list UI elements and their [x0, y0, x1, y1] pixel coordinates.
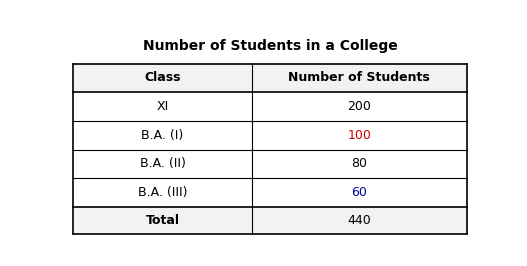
Text: Number of Students in a College: Number of Students in a College [143, 39, 397, 53]
Text: B.A. (III): B.A. (III) [138, 186, 187, 200]
Bar [73, 92, 467, 120]
Text: 100: 100 [347, 128, 371, 142]
Text: Total: Total [145, 214, 180, 227]
Text: 440: 440 [347, 214, 371, 227]
Bar [73, 64, 467, 92]
Bar [73, 207, 467, 234]
Bar [73, 120, 467, 149]
Bar [73, 149, 467, 178]
Text: 200: 200 [347, 100, 371, 113]
Text: XI: XI [157, 100, 169, 113]
Bar [73, 178, 467, 207]
Text: Number of Students: Number of Students [288, 71, 430, 84]
Text: B.A. (II): B.A. (II) [140, 157, 186, 171]
Text: 80: 80 [352, 157, 367, 171]
Text: Class: Class [144, 71, 181, 84]
Text: 60: 60 [352, 186, 367, 200]
Text: B.A. (I): B.A. (I) [141, 128, 183, 142]
